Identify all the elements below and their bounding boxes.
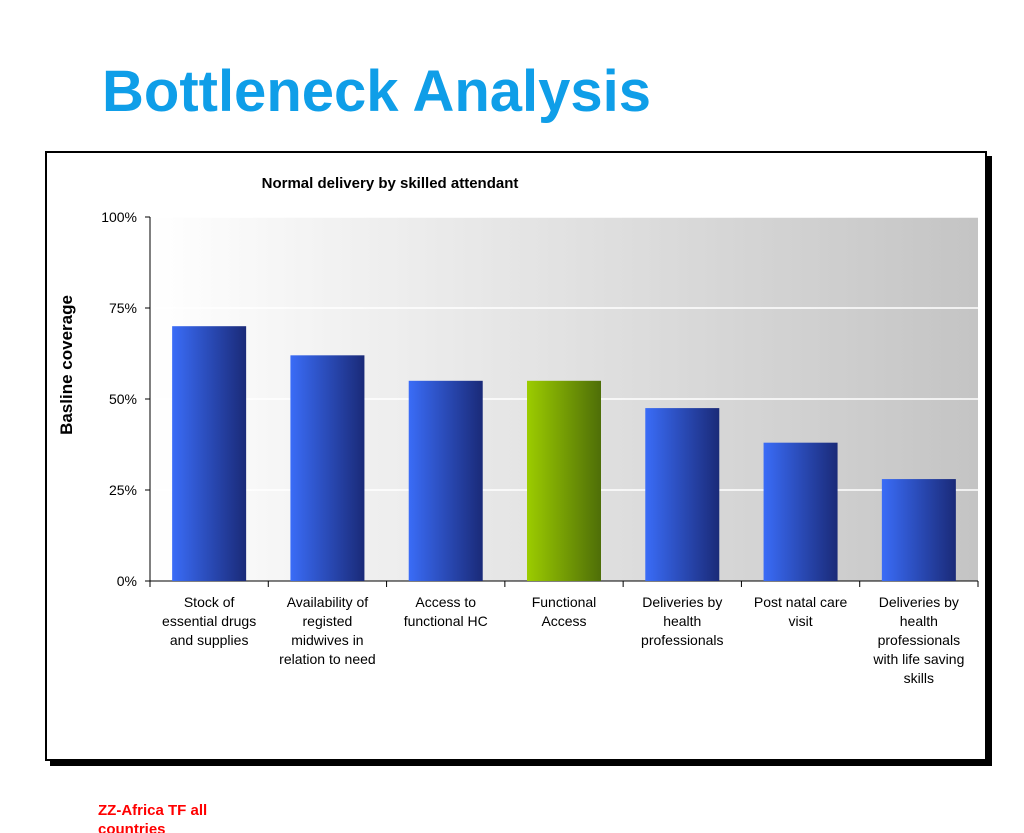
bar [527,380,601,581]
x-tick-label: Access to functional HC [404,594,488,629]
bar [645,408,720,581]
slide-title: Bottleneck Analysis [102,59,652,124]
x-tick-label: Functional Access [532,594,597,629]
y-axis-label: Basline coverage [57,295,76,435]
y-tick-label: 0% [117,573,137,589]
bar-chart: Normal delivery by skilled attendant Bas… [57,175,979,686]
chart-title: Normal delivery by skilled attendant [262,175,519,192]
y-tick-label: 100% [101,209,137,225]
chart-frame: Normal delivery by skilled attendant Bas… [45,151,987,833]
y-tick-label: 50% [109,391,137,407]
x-tick-label: Availability of registed midwives in relati… [279,594,376,667]
y-tick-label: 25% [109,482,137,498]
bar [408,380,483,581]
bar [881,479,956,581]
bar [763,442,838,581]
footnote: ZZ-Africa TF all countries [98,802,208,833]
x-tick-label: Deliveries by health professionals [641,594,724,648]
x-tick-label: Deliveries by health professionals with lif… [872,594,964,686]
x-tick-label: Stock of essential drugs and supplies [162,594,256,648]
bar [290,355,365,581]
plot-area: 0% 25% 50% 75% 100% Stock of essential drugs an… [101,209,979,686]
y-tick-label: 75% [109,300,137,316]
x-tick-label: Post natal care visit [754,594,848,629]
bar [172,326,247,581]
